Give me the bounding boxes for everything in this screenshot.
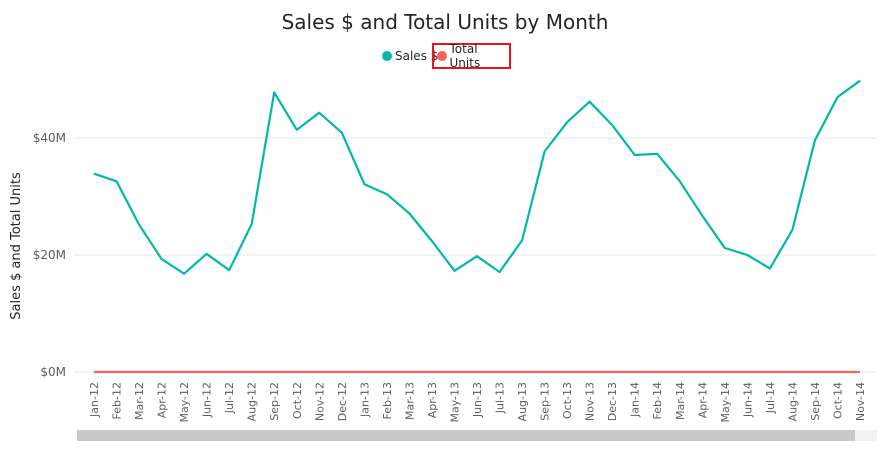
legend-item-sales[interactable]: Sales $ <box>382 46 438 66</box>
x-tick-label: Oct-13 <box>561 382 574 419</box>
x-tick-label: Aug-13 <box>516 382 529 421</box>
x-tick-label: Jun-14 <box>741 382 754 418</box>
x-tick-label: Jul-13 <box>494 382 507 414</box>
legend: Sales $ Total Units <box>0 42 890 70</box>
legend-label-total-units: Total Units <box>449 42 481 70</box>
chart-title: Sales $ and Total Units by Month <box>281 10 609 34</box>
legend-label-sales: Sales $ <box>395 49 439 63</box>
x-tick-label: Jan-13 <box>358 382 371 418</box>
x-tick-label: Nov-14 <box>854 382 867 421</box>
x-tick-label: Jan-12 <box>88 382 101 418</box>
x-tick-label: Feb-13 <box>381 382 394 419</box>
x-tick-label: May-12 <box>178 382 191 423</box>
x-tick-label: Sep-13 <box>539 382 552 421</box>
y-tick-label: $20M <box>33 248 66 262</box>
x-tick-label: Aug-14 <box>786 382 799 421</box>
x-tick-label: Apr-14 <box>696 382 709 418</box>
x-tick-label: Sep-14 <box>809 382 822 421</box>
legend-item-total-units[interactable]: Total Units <box>432 42 511 70</box>
x-tick-label: May-14 <box>719 382 732 423</box>
horizontal-scrollbar[interactable] <box>77 430 877 441</box>
x-tick-label: Apr-12 <box>156 382 169 418</box>
x-tick-label: Oct-14 <box>831 382 844 419</box>
x-tick-label: Jul-12 <box>223 382 236 414</box>
x-tick-label: Feb-12 <box>111 382 124 419</box>
y-tick-label: $40M <box>33 131 66 145</box>
series-line-sales <box>93 79 861 275</box>
x-tick-label: Aug-12 <box>246 382 259 421</box>
x-tick-label: Nov-12 <box>313 382 326 421</box>
scrollbar-thumb[interactable] <box>77 430 855 441</box>
x-tick-label: Sep-12 <box>268 382 281 421</box>
x-tick-label: Jul-14 <box>764 382 777 414</box>
x-tick-label: Jun-12 <box>201 382 214 418</box>
x-tick-label: Jun-13 <box>471 382 484 418</box>
x-tick-label: Mar-14 <box>674 382 687 420</box>
legend-dot-total-units-icon <box>437 51 447 61</box>
plot-area: $0M $20M $40M Sales $ and Total Units Jan-12… <box>9 79 876 423</box>
x-tick-label: Mar-13 <box>403 382 416 420</box>
x-tick-label: Dec-13 <box>606 382 619 421</box>
x-tick-label: Nov-13 <box>584 382 597 421</box>
y-tick-label: $0M <box>40 365 66 379</box>
x-tick-label: Apr-13 <box>426 382 439 418</box>
legend-dot-sales-icon <box>382 51 392 61</box>
y-axis-label: Sales $ and Total Units <box>9 172 24 320</box>
x-tick-label: Dec-12 <box>336 382 349 421</box>
x-tick-label: Feb-14 <box>651 382 664 419</box>
x-tick-label: Jan-14 <box>629 382 642 418</box>
x-tick-label: May-13 <box>448 382 461 423</box>
x-tick-label: Mar-12 <box>133 382 146 420</box>
x-tick-label: Oct-12 <box>291 382 304 419</box>
